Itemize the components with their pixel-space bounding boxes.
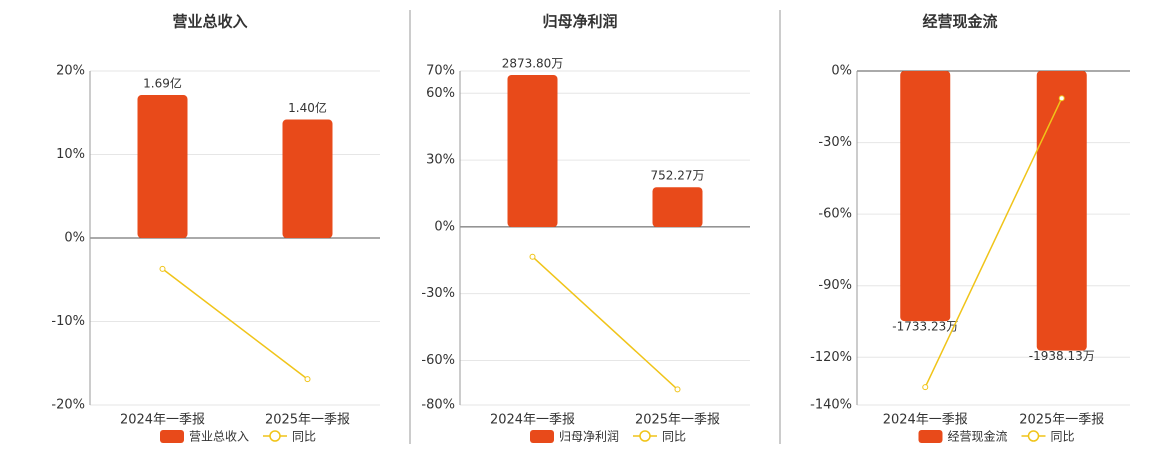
chart-title: 营业总收入: [172, 13, 247, 31]
y-tick-label: -140%: [810, 398, 852, 413]
chart-title: 经营现金流: [922, 13, 997, 31]
y-tick-label: 10%: [56, 147, 85, 162]
y-tick-label: 60%: [426, 86, 455, 101]
value-label: 752.27万: [651, 169, 705, 183]
y-tick-label: -60%: [818, 207, 852, 222]
legend-swatch: [918, 430, 943, 443]
y-tick-label: 0%: [64, 231, 85, 246]
line: [162, 268, 308, 380]
legend-label: 同比: [1051, 430, 1075, 444]
legend-swatch: [160, 430, 184, 443]
value-label: 1.40亿: [288, 100, 327, 115]
y-tick-label: 0%: [831, 64, 852, 79]
y-tick-label: -80%: [421, 398, 455, 413]
y-tick-label: -20%: [51, 398, 85, 413]
x-tick-label: 2024年一季报: [490, 413, 575, 428]
y-tick-label: -60%: [421, 353, 455, 368]
line-point: [529, 253, 536, 260]
line-point: [674, 386, 681, 393]
x-tick-label: 2025年一季报: [635, 413, 720, 428]
legend-label: 经营现金流: [948, 429, 1008, 444]
y-tick-label: 20%: [56, 64, 85, 79]
y-tick-label: 0%: [434, 219, 455, 234]
legend-label: 归母净利润: [559, 430, 619, 444]
y-tick-label: -90%: [818, 278, 852, 293]
legend-swatch: [1027, 430, 1040, 442]
value-label: -1938.13万: [1029, 349, 1095, 363]
x-tick-label: 2025年一季报: [265, 413, 350, 428]
y-tick-label: -30%: [818, 135, 852, 150]
legend-swatch: [530, 430, 554, 443]
y-tick-label: -10%: [51, 314, 85, 329]
line: [531, 256, 679, 390]
y-tick-label: -30%: [421, 286, 455, 301]
y-tick-label: -120%: [810, 350, 852, 365]
x-tick-label: 2024年一季报: [883, 413, 968, 428]
bar: [282, 119, 333, 238]
line-point: [304, 376, 311, 383]
line: [924, 97, 1063, 388]
legend-label: 同比: [662, 430, 686, 444]
bar: [652, 187, 703, 227]
value-label: 1.69亿: [143, 76, 182, 91]
legend-swatch: [639, 430, 651, 442]
value-label: -1733.23万: [892, 320, 958, 334]
line-point: [1058, 95, 1065, 102]
line-point: [159, 265, 166, 272]
bar: [137, 95, 188, 239]
y-tick-label: 30%: [426, 153, 455, 168]
bar: [507, 74, 558, 227]
legend-swatch: [269, 430, 281, 442]
legend-label: 营业总收入: [189, 430, 249, 444]
legend-label: 同比: [292, 430, 316, 444]
bar: [1036, 71, 1087, 351]
x-tick-label: 2024年一季报: [120, 413, 205, 428]
x-tick-label: 2025年一季报: [1019, 413, 1104, 428]
bar: [900, 71, 951, 322]
y-tick-label: 70%: [426, 64, 455, 79]
value-label: 2873.80万: [502, 56, 564, 70]
line-point: [922, 384, 929, 391]
chart-title: 归母净利润: [542, 13, 617, 31]
